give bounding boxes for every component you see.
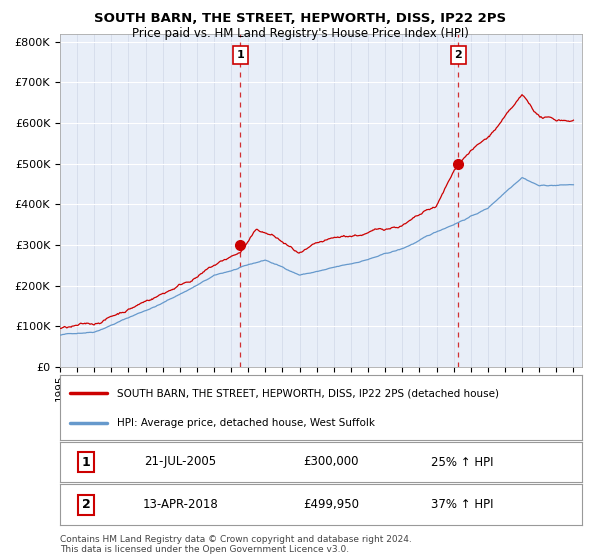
Text: 25% ↑ HPI: 25% ↑ HPI	[431, 455, 493, 469]
Text: SOUTH BARN, THE STREET, HEPWORTH, DISS, IP22 2PS: SOUTH BARN, THE STREET, HEPWORTH, DISS, …	[94, 12, 506, 25]
Text: Contains HM Land Registry data © Crown copyright and database right 2024.
This d: Contains HM Land Registry data © Crown c…	[60, 535, 412, 554]
Text: £300,000: £300,000	[304, 455, 359, 469]
Text: 1: 1	[236, 50, 244, 60]
Text: 37% ↑ HPI: 37% ↑ HPI	[431, 498, 493, 511]
Text: SOUTH BARN, THE STREET, HEPWORTH, DISS, IP22 2PS (detached house): SOUTH BARN, THE STREET, HEPWORTH, DISS, …	[118, 388, 499, 398]
Text: 1: 1	[82, 455, 91, 469]
Text: 2: 2	[455, 50, 463, 60]
Text: HPI: Average price, detached house, West Suffolk: HPI: Average price, detached house, West…	[118, 418, 376, 428]
Text: £499,950: £499,950	[304, 498, 359, 511]
Text: 21-JUL-2005: 21-JUL-2005	[144, 455, 216, 469]
Text: 2: 2	[82, 498, 91, 511]
Text: 13-APR-2018: 13-APR-2018	[142, 498, 218, 511]
Text: Price paid vs. HM Land Registry's House Price Index (HPI): Price paid vs. HM Land Registry's House …	[131, 27, 469, 40]
